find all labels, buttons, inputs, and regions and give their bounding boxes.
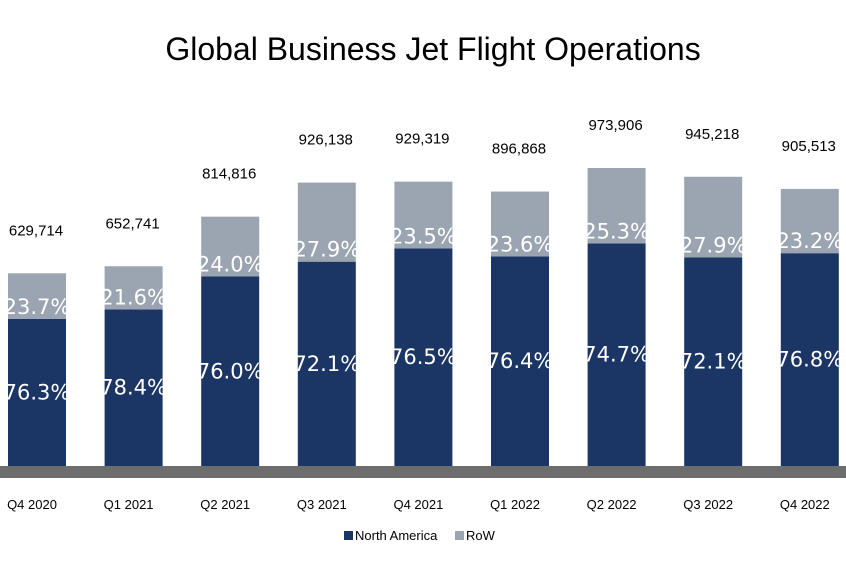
data-label-north-america: 76.5%: [390, 345, 457, 369]
total-label: 929,319: [395, 131, 449, 148]
bar-segment-row: [104, 266, 163, 310]
data-label-north-america: 76.8%: [776, 348, 843, 372]
bar-segment-row: [201, 216, 260, 277]
category-label: Q4 2020: [7, 497, 57, 512]
legend-swatch-north-america: [344, 531, 353, 540]
data-label-north-america: 78.4%: [100, 376, 167, 400]
data-label-north-america: 74.7%: [583, 343, 650, 367]
bar-segment-north-america: [780, 253, 839, 466]
bar-segment-row: [491, 191, 549, 257]
bar-segment-row: [297, 182, 356, 262]
category-label: Q1 2022: [490, 497, 540, 512]
category-label: Q2 2022: [587, 497, 637, 512]
data-label-north-america: 76.0%: [197, 359, 264, 383]
chart-title: Global Business Jet Flight Operations: [165, 31, 700, 67]
data-label-row: 21.6%: [100, 285, 167, 309]
total-label: 814,816: [202, 166, 256, 183]
total-label: 905,513: [782, 138, 836, 155]
category-label: Q4 2021: [393, 497, 443, 512]
bar-segment-north-america: [201, 276, 260, 466]
total-label: 652,741: [105, 215, 159, 232]
data-label-row: 27.9%: [680, 233, 747, 257]
data-label-row: 23.6%: [487, 232, 554, 256]
data-label-north-america: 72.1%: [680, 350, 747, 374]
bar-segment-north-america: [394, 248, 453, 466]
total-label: 926,138: [299, 132, 353, 149]
bar-segment-north-america: [684, 257, 743, 466]
total-label: 945,218: [685, 126, 739, 143]
data-label-row: 24.0%: [197, 253, 264, 277]
bar-segment-north-america: [491, 256, 549, 466]
category-label: Q3 2022: [683, 497, 733, 512]
data-label-north-america: 76.3%: [4, 380, 71, 404]
legend-label-row: RoW: [466, 528, 496, 543]
category-label: Q2 2021: [200, 497, 250, 512]
bar-segment-row: [780, 188, 839, 254]
labels-layer: 76.3% 23.7% 629,714 Q4 2020 78.4% 21.6% 652,74…: [4, 117, 844, 512]
bar-segment-north-america: [8, 318, 66, 466]
bar-segment-row: [684, 176, 743, 258]
category-axis-band: [0, 466, 846, 478]
data-label-row: 27.9%: [293, 238, 360, 262]
total-label: 896,868: [492, 141, 546, 158]
category-label: Q1 2021: [104, 497, 154, 512]
category-label: Q4 2022: [780, 497, 830, 512]
bar-segment-north-america: [587, 243, 646, 466]
bar-segment-north-america: [104, 309, 163, 466]
data-label-north-america: 72.1%: [293, 352, 360, 376]
data-label-row: 23.5%: [390, 224, 457, 248]
bar-segment-row: [8, 273, 66, 319]
category-label: Q3 2021: [297, 497, 347, 512]
chart-legend: North America RoW: [344, 528, 496, 543]
data-label-row: 25.3%: [583, 219, 650, 243]
data-label-row: 23.2%: [776, 229, 843, 253]
legend-label-north-america: North America: [355, 528, 438, 543]
bar-segment-row: [587, 167, 646, 244]
data-label-north-america: 76.4%: [487, 349, 554, 373]
bar-segment-north-america: [297, 261, 356, 466]
bars-layer: [8, 167, 839, 466]
bar-segment-row: [394, 181, 453, 249]
total-label: 973,906: [588, 117, 642, 134]
legend-swatch-row: [455, 531, 464, 540]
total-label: 629,714: [9, 222, 63, 239]
data-label-row: 23.7%: [4, 295, 71, 319]
